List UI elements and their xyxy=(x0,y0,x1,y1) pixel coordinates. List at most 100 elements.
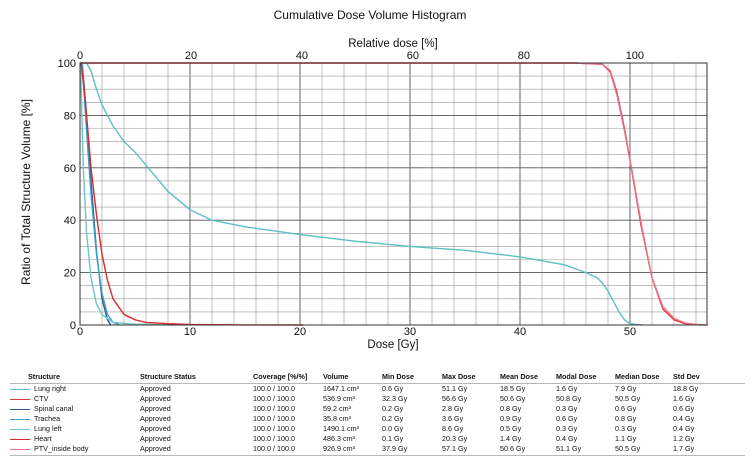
y-tick-label: 100 xyxy=(58,58,76,70)
plot-frame xyxy=(79,62,708,326)
legend-cell-volume: 926.9 cm³ xyxy=(323,444,355,453)
legend-cell-min: 32.3 Gy xyxy=(382,394,408,403)
x2-axis-label: Relative dose [%] xyxy=(348,38,438,50)
legend-cell-structure: Lung right xyxy=(34,384,66,393)
legend-cell-structure: Heart xyxy=(34,434,52,443)
legend-cell-coverage: 100.0 / 100.0 xyxy=(253,434,295,443)
legend-cell-modal: 51.1 Gy xyxy=(556,444,582,453)
legend-cell-median: 0.6 Gy xyxy=(615,404,637,413)
legend-cell-mean: 50.6 Gy xyxy=(500,394,526,403)
legend-header-min: Min Dose xyxy=(382,372,414,381)
legend-header-median: Median Dose xyxy=(615,372,660,381)
legend-cell-median: 0.8 Gy xyxy=(615,414,637,423)
legend-cell-structure: Lung left xyxy=(34,424,62,433)
x2-tick-label: 80 xyxy=(518,50,530,62)
y-tick-label: 40 xyxy=(64,215,76,227)
legend-cell-status: Approved xyxy=(140,394,171,403)
x-tick-label: 0 xyxy=(77,326,83,338)
x2-tick-label: 0 xyxy=(77,50,83,62)
series-line-lung-right xyxy=(80,62,643,326)
legend-cell-mean: 1.4 Gy xyxy=(500,434,522,443)
legend-cell-mean: 50.6 Gy xyxy=(500,444,526,453)
legend-cell-volume: 59.2 cm³ xyxy=(323,404,351,413)
legend-cell-status: Approved xyxy=(140,424,171,433)
y-tick-label: 0 xyxy=(70,320,76,332)
legend-cell-median: 50.5 Gy xyxy=(615,394,641,403)
legend-header-modal: Modal Dose xyxy=(556,372,597,381)
legend-cell-median: 0.3 Gy xyxy=(615,424,637,433)
legend-cell-modal: 0.4 Gy xyxy=(556,434,578,443)
legend-cell-structure: Spinal canal xyxy=(34,404,74,413)
legend-cell-std: 0.4 Gy xyxy=(673,424,695,433)
legend-cell-status: Approved xyxy=(140,384,171,393)
legend-cell-coverage: 100.0 / 100.0 xyxy=(253,414,295,423)
chart-grid xyxy=(80,63,707,325)
x-tick-label: 40 xyxy=(514,326,526,338)
legend-cell-max: 3.6 Gy xyxy=(442,414,464,423)
legend-cell-mean: 0.9 Gy xyxy=(500,414,522,423)
series-line-heart xyxy=(80,62,304,326)
legend-cell-median: 1.1 Gy xyxy=(615,434,637,443)
legend-header-coverage: Coverage [%/%] xyxy=(253,372,308,381)
legend-row: Spinal canal Approved 100.0 / 100.0 59.2 cm… xyxy=(10,404,745,414)
legend-cell-max: 57.1 Gy xyxy=(442,444,468,453)
legend-cell-median: 50.5 Gy xyxy=(615,444,641,453)
legend-cell-min: 0.6 Gy xyxy=(382,384,404,393)
legend-cell-status: Approved xyxy=(140,434,171,443)
y-axis-label: Ratio of Total Structure Volume [%] xyxy=(19,99,33,285)
legend-swatch xyxy=(10,399,30,400)
structure-legend: Structure Structure Status Coverage [%/%… xyxy=(10,372,745,454)
legend-cell-max: 51.1 Gy xyxy=(442,384,468,393)
legend-cell-max: 8.6 Gy xyxy=(442,424,464,433)
legend-cell-std: 1.6 Gy xyxy=(673,394,695,403)
legend-cell-structure: PTV_inside body xyxy=(34,444,89,453)
legend-cell-min: 0.2 Gy xyxy=(382,404,404,413)
legend-cell-structure: CTV xyxy=(34,394,49,403)
legend-cell-modal: 0.3 Gy xyxy=(556,424,578,433)
legend-swatch xyxy=(10,449,30,450)
legend-row: PTV_inside body Approved 100.0 / 100.0 926.… xyxy=(10,444,745,454)
x2-tick-label: 60 xyxy=(407,50,419,62)
legend-cell-status: Approved xyxy=(140,444,171,453)
legend-cell-std: 1.2 Gy xyxy=(673,434,695,443)
legend-header-status: Structure Status xyxy=(140,372,196,381)
legend-cell-max: 2.8 Gy xyxy=(442,404,464,413)
legend-swatch xyxy=(10,389,30,390)
legend-cell-min: 0.2 Gy xyxy=(382,414,404,423)
legend-cell-std: 1.7 Gy xyxy=(673,444,695,453)
x-tick-label: 50 xyxy=(624,326,636,338)
x2-tick-label: 20 xyxy=(185,50,197,62)
legend-cell-modal: 50.8 Gy xyxy=(556,394,582,403)
legend-row: CTV Approved 100.0 / 100.0 536.9 cm³ 32.3 Gy… xyxy=(10,394,745,404)
dvh-chart: Cumulative Dose Volume Histogram Relativ… xyxy=(19,8,709,351)
legend-row: Lung left Approved 100.0 / 100.0 1490.1 cm³… xyxy=(10,424,745,434)
legend-cell-max: 20.3 Gy xyxy=(442,434,468,443)
legend-header-mean: Mean Dose xyxy=(500,372,538,381)
y-tick-label: 80 xyxy=(64,110,76,122)
x-tick-label: 10 xyxy=(184,326,196,338)
legend-header-structure: Structure xyxy=(28,372,60,381)
legend-cell-volume: 1490.1 cm³ xyxy=(323,424,359,433)
legend-cell-std: 18.8 Gy xyxy=(673,384,699,393)
legend-cell-min: 0.1 Gy xyxy=(382,434,404,443)
legend-header: Structure Structure Status Coverage [%/%… xyxy=(10,372,745,384)
legend-swatch xyxy=(10,419,30,420)
x-axis-label: Dose [Gy] xyxy=(367,339,418,351)
legend-cell-coverage: 100.0 / 100.0 xyxy=(253,444,295,453)
legend-cell-coverage: 100.0 / 100.0 xyxy=(253,384,295,393)
legend-header-volume: Volume xyxy=(323,372,349,381)
legend-cell-structure: Trachea xyxy=(34,414,61,423)
legend-row: Lung right Approved 100.0 / 100.0 1647.1 cm… xyxy=(10,384,745,394)
legend-cell-max: 56.6 Gy xyxy=(442,394,468,403)
legend-cell-coverage: 100.0 / 100.0 xyxy=(253,404,295,413)
legend-cell-status: Approved xyxy=(140,404,171,413)
legend-cell-modal: 0.6 Gy xyxy=(556,414,578,423)
legend-cell-volume: 486.3 cm³ xyxy=(323,434,355,443)
legend-divider xyxy=(10,455,745,456)
legend-cell-mean: 0.5 Gy xyxy=(500,424,522,433)
legend-cell-mean: 0.8 Gy xyxy=(500,404,522,413)
legend-cell-std: 0.6 Gy xyxy=(673,404,695,413)
legend-header-max: Max Dose xyxy=(442,372,476,381)
legend-row: Trachea Approved 100.0 / 100.0 35.8 cm³ 0.2 … xyxy=(10,414,745,424)
